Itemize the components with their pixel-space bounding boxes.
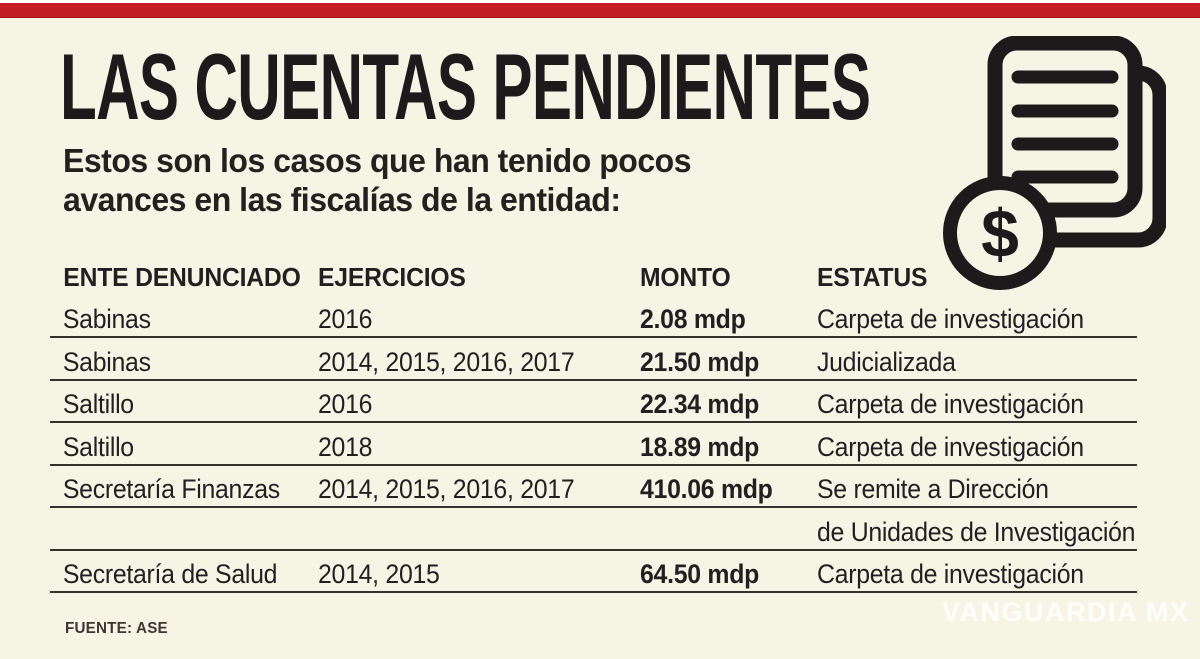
table-row-2: Sabinas 2014, 2015, 2016, 2017 21.50 mdp…: [50, 338, 1137, 381]
column-header-estatus: ESTATUS: [817, 261, 928, 292]
column-header-monto: MONTO: [640, 261, 731, 292]
column-header-ente: ENTE DENUNCIADO: [63, 261, 301, 292]
subtitle-line2: avances en las fiscalías de la entidad:: [63, 181, 621, 218]
ente-cell: [50, 546, 297, 549]
estatus-cell: Carpeta de investigación: [817, 431, 1084, 462]
table-row-3: Saltillo 2016 22.34 mdp Carpeta de inves…: [50, 381, 1137, 423]
ente-cell: Sabinas: [62, 304, 151, 334]
monto-cell: 21.50 mdp: [640, 346, 760, 377]
front-page-icon: [987, 35, 1143, 218]
table-row-1: Sabinas 2016 2.08 mdp Carpeta de investi…: [50, 296, 1137, 338]
monto-cell: 2.08 mdp: [640, 304, 746, 334]
monto-cell: 64.50 mdp: [640, 559, 760, 589]
subtitle: Estos son los casos que han tenido pocos…: [63, 141, 692, 219]
estatus-cell: Se remite a Dirección: [817, 474, 1049, 504]
dollar-sign-icon: $: [981, 196, 1019, 272]
column-header-ejercicios: EJERCICIOS: [318, 261, 466, 292]
table-row-5-continuation: de Unidades de Investigación: [50, 508, 1137, 551]
table-row-5: Secretaría Finanzas 2014, 2015, 2016, 20…: [50, 466, 1137, 508]
top-white-strip: [0, 0, 1200, 3]
table-row-6: Secretaría de Salud 2014, 2015 64.50 mdp…: [50, 551, 1137, 593]
cases-table: ENTE DENUNCIADO EJERCICIOS MONTO ESTATUS…: [50, 253, 1137, 593]
ente-cell: Secretaría de Salud: [62, 559, 278, 589]
monto-cell: 18.89 mdp: [640, 431, 760, 462]
ejercicios-cell: [318, 546, 614, 549]
estatus-cell: Judicializada: [817, 346, 956, 377]
estatus-cell: Carpeta de investigación: [817, 389, 1084, 419]
watermark: VANGUARDIA MX: [942, 597, 1190, 627]
ente-cell: Sabinas: [62, 346, 151, 377]
estatus-cell: Carpeta de investigación: [817, 304, 1084, 334]
table-row-4: Saltillo 2018 18.89 mdp Carpeta de inves…: [50, 423, 1137, 466]
money-documents-icon: $: [936, 35, 1168, 294]
ejercicios-cell: 2014, 2015, 2016, 2017: [318, 474, 575, 504]
money-circle-icon: [943, 176, 1057, 290]
monto-cell: 410.06 mdp: [640, 474, 773, 504]
estatus-cell: Carpeta de investigación: [817, 559, 1084, 589]
page-title: LAS CUENTAS PENDIENTES: [60, 34, 871, 139]
ente-cell: Secretaría Finanzas: [62, 474, 280, 504]
ente-cell: Saltillo: [62, 389, 134, 419]
subtitle-line1: Estos son los casos que han tenido pocos: [63, 142, 692, 179]
ejercicios-cell: 2014, 2015: [318, 559, 440, 589]
monto-cell: 22.34 mdp: [640, 389, 760, 419]
ejercicios-cell: 2018: [318, 431, 373, 462]
monto-cell: [640, 546, 803, 549]
ejercicios-cell: 2014, 2015, 2016, 2017: [318, 346, 575, 377]
ente-cell: Saltillo: [62, 431, 134, 462]
ejercicios-cell: 2016: [318, 389, 373, 419]
top-accent-bar: [0, 3, 1200, 18]
source-label: FUENTE: ASE: [65, 620, 168, 637]
estatus-cell: de Unidades de Investigación: [817, 516, 1136, 547]
ejercicios-cell: 2016: [318, 304, 373, 334]
table-header-row: ENTE DENUNCIADO EJERCICIOS MONTO ESTATUS: [50, 253, 1137, 296]
